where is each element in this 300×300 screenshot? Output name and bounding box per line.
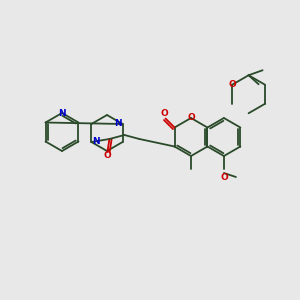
Text: N: N	[92, 137, 100, 146]
Text: O: O	[220, 173, 228, 182]
Text: N: N	[114, 119, 122, 128]
Text: N: N	[58, 109, 66, 118]
Text: O: O	[228, 80, 236, 89]
Text: O: O	[187, 113, 195, 122]
Text: O: O	[161, 109, 168, 118]
Text: O: O	[103, 152, 111, 160]
